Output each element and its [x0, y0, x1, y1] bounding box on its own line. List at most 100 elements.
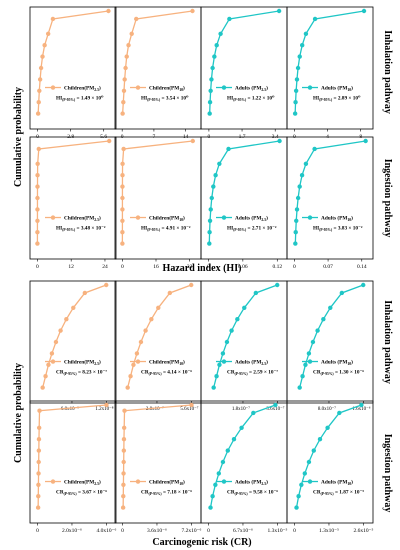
data-point [229, 328, 234, 333]
data-point [253, 290, 259, 296]
series-line [294, 140, 366, 244]
data-point [227, 16, 232, 22]
data-point [36, 437, 42, 442]
data-point [209, 77, 214, 82]
panel-7: 0 0.06 0.12 Adults (PM2.5) HI(P-95%) = 2.71 … [200, 136, 288, 270]
x-tick-label: 1.3x10⁻⁵ [319, 528, 339, 534]
x-axis-label-carcinogenic: Carcinogenic risk (CR) [152, 537, 251, 548]
x-tick-label: 0.07 [323, 264, 333, 270]
data-point [210, 65, 215, 71]
data-point [50, 16, 56, 22]
top-x-tick-label: 1.6x10⁻⁶ [352, 406, 370, 412]
data-point [303, 362, 308, 367]
data-point [124, 54, 129, 59]
data-point [306, 351, 312, 356]
legend-label: Children(PM10) [149, 359, 185, 367]
data-point [339, 290, 345, 296]
data-point [297, 385, 302, 390]
data-point [122, 77, 127, 82]
panel-13: 0 2.0x10⁻⁶ 4.0x10⁻⁶ 6.0x10⁻⁹ 1.2x10⁻⁸ Childre… [29, 400, 117, 534]
data-point [35, 230, 40, 235]
data-point [235, 317, 240, 322]
data-point [134, 16, 139, 22]
data-point [294, 207, 300, 212]
data-point [189, 282, 194, 288]
data-point [363, 138, 368, 144]
data-point [212, 54, 217, 59]
panel-12: Adults (PM10) CR(P-95%) = 1.30 × 10⁻⁶ [286, 280, 374, 404]
data-point [317, 437, 323, 442]
series-line [36, 140, 110, 244]
stat-value: CR(P-95%) = 8.23 × 10⁻⁷ [56, 370, 107, 377]
x-tick-label: 0 [293, 528, 296, 534]
data-point [208, 505, 213, 510]
side-label-inhalation-cr: Inhalation pathway [382, 300, 393, 384]
panel-11: Adults (PM2.5) CR(P-95%) = 2.59 × 10⁻⁷ [200, 280, 288, 404]
x-tick-label: 0 [121, 528, 124, 534]
legend-marker [50, 359, 56, 364]
data-point [35, 173, 40, 178]
legend-label: Adults (PM10) [321, 215, 353, 223]
panel-frame [200, 400, 288, 524]
data-point [120, 230, 125, 235]
data-point [128, 374, 133, 379]
data-point [35, 111, 41, 116]
data-point [312, 16, 318, 22]
data-point [211, 385, 216, 390]
top-x-tick-label: 2.8x10⁻⁷ [146, 406, 164, 412]
data-point [328, 305, 333, 310]
side-label-ingestion-hi: Ingestion pathway [382, 159, 393, 238]
x-tick-label: 0.14 [357, 264, 367, 270]
data-point [294, 218, 299, 223]
series-line [294, 10, 365, 114]
data-point [106, 138, 112, 144]
data-point [306, 459, 312, 465]
data-point [217, 161, 222, 166]
series-line [208, 140, 280, 244]
x-tick-label: 1.3x10⁻⁵ [268, 528, 288, 534]
stat-value: HI(P-95%) = 2.89 × 10⁰ [313, 96, 361, 103]
stat-value: CR(P-95%) = 9.58 × 10⁻⁶ [227, 490, 278, 497]
legend-label: Adults (PM2.5) [235, 479, 268, 487]
data-point [295, 65, 301, 71]
legend-marker [135, 479, 141, 484]
series-line [122, 404, 192, 508]
legend-label: Adults (PM2.5) [235, 359, 268, 367]
series-line [209, 10, 280, 114]
x-tick-label: 3.6x10⁻⁶ [147, 528, 167, 534]
data-point [293, 241, 298, 246]
side-label-inhalation-hi: Inhalation pathway [382, 30, 393, 114]
data-point [43, 374, 48, 379]
data-point [294, 505, 299, 510]
data-point [143, 328, 148, 333]
data-point [37, 88, 42, 94]
data-point [36, 100, 41, 105]
data-point [35, 161, 40, 166]
legend-marker [135, 359, 141, 364]
legend-marker [50, 479, 56, 484]
data-point [121, 448, 127, 453]
stat-value: CR(P-95%) = 1.30 × 10⁻⁶ [313, 370, 364, 377]
panel-16: 0 1.3x10⁻⁵ 2.6x10⁻⁵ 8.0x10⁻⁷ 1.6x10⁻⁶ Adults … [286, 400, 374, 534]
data-point [125, 385, 130, 390]
stat-value: CR(P-95%) = 2.59 × 10⁻⁷ [227, 370, 278, 377]
data-point [120, 207, 125, 212]
data-point [293, 88, 299, 94]
data-point [38, 65, 44, 71]
series-line [42, 284, 107, 388]
data-point [207, 111, 212, 116]
x-tick-label: 0 [36, 264, 39, 270]
legend-label: Children(PM2.5) [64, 479, 101, 487]
panel-6: 0 16 32 Children(PM10) HI(P-95%) = 4.91 × 10… [114, 136, 202, 270]
data-point [40, 385, 45, 390]
data-point [310, 339, 316, 345]
data-point [120, 218, 125, 223]
legend-marker [307, 85, 313, 90]
data-point [120, 195, 125, 201]
legend-marker [221, 359, 227, 364]
data-point [37, 77, 43, 82]
legend-label: Children(PM2.5) [64, 85, 101, 93]
top-x-tick-label: 6.0x10⁻⁹ [61, 406, 79, 412]
data-point [49, 351, 55, 356]
